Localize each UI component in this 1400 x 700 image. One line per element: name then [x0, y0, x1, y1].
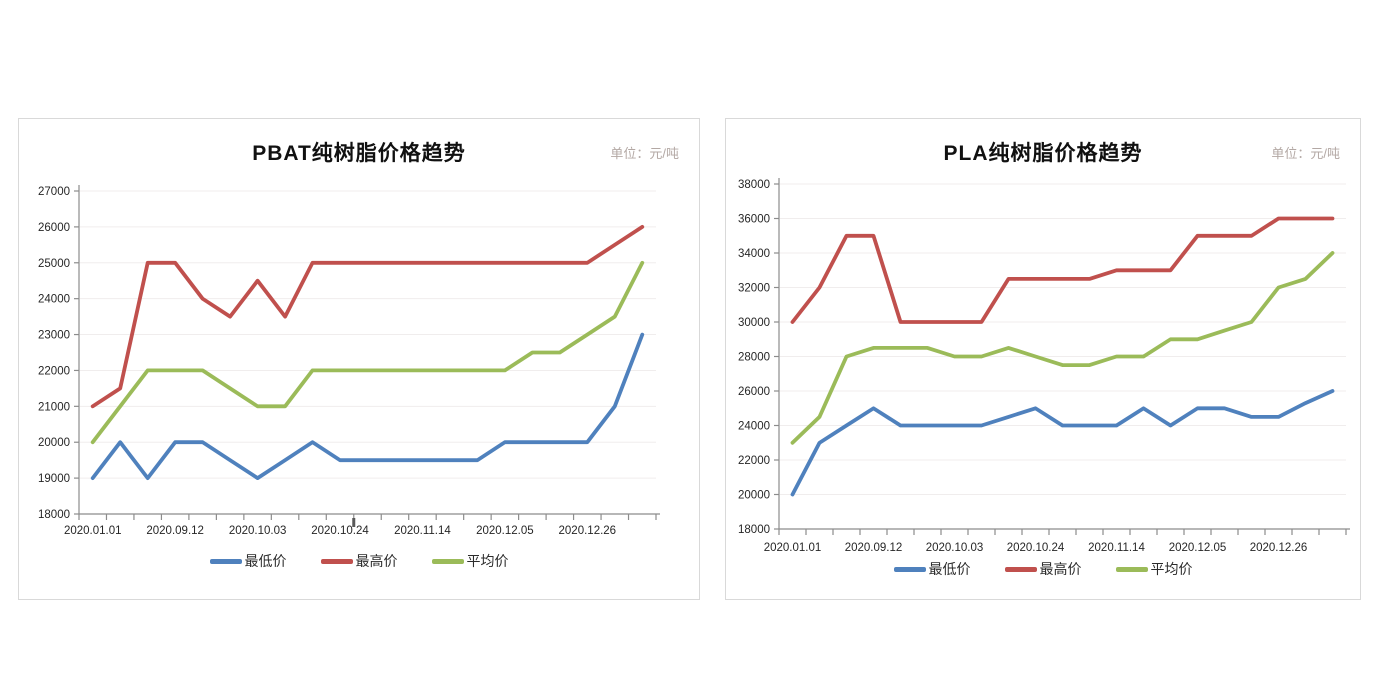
legend-line-swatch: [1115, 566, 1148, 572]
y-axis-label: 34000: [738, 248, 770, 260]
y-axis-label: 21000: [38, 401, 70, 413]
legend-label: 最高价: [355, 553, 398, 569]
legend-label: 平均价: [466, 553, 509, 569]
legend-line-swatch: [1004, 566, 1037, 572]
y-axis-label: 20000: [738, 490, 770, 502]
y-axis-label: 22000: [738, 455, 770, 467]
x-axis-label: 2020.12.26: [1250, 542, 1308, 554]
legend-item: 平均价: [431, 551, 509, 571]
x-axis-label: 2020.11.14: [1088, 542, 1145, 554]
pbat-unit-label: 单位：元/吨: [610, 146, 679, 161]
y-axis-label: 19000: [38, 473, 70, 485]
series-line-avg-price: [90, 260, 645, 445]
pla-unit-label: 单位：元/吨: [1271, 146, 1340, 161]
pla-legend: 最低价 最高价 平均价: [726, 559, 1360, 579]
y-axis-label: 18000: [738, 524, 770, 536]
y-axis-label: 30000: [738, 317, 770, 329]
y-axis-label: 26000: [738, 386, 770, 398]
y-axis-label: 25000: [38, 258, 70, 270]
x-axis-label: 2020.09.12: [146, 525, 204, 537]
legend-line-swatch: [320, 558, 353, 564]
legend-label: 最低价: [928, 561, 971, 577]
series-line-max-price: [90, 225, 645, 409]
x-axis-label: 2020.12.26: [559, 525, 617, 537]
legend-item: 最低价: [209, 551, 287, 571]
x-axis-label: 2020.10.24: [311, 525, 369, 537]
y-axis-label: 27000: [38, 186, 70, 198]
series-line-avg-price: [790, 251, 1335, 445]
pbat-legend: 最低价 最高价 平均价: [19, 551, 699, 571]
legend-label: 最低价: [244, 553, 287, 569]
pla-chart-card: PLA纯树脂价格趋势 单位：元/吨 18000 20000 22000 24000 26…: [725, 118, 1361, 600]
x-axis-label: 2020.12.05: [476, 525, 534, 537]
legend-label: 平均价: [1150, 561, 1193, 577]
series-line-min-price: [790, 389, 1335, 497]
y-axis-label: 38000: [738, 179, 770, 191]
y-axis-label: 24000: [38, 294, 70, 306]
series-line-min-price: [90, 332, 645, 481]
x-axis-label: 2020.09.12: [845, 542, 903, 554]
legend-item: 最低价: [893, 559, 971, 579]
legend-line-swatch: [893, 566, 926, 572]
y-axis-label: 36000: [738, 214, 770, 226]
y-axis-label: 28000: [738, 352, 770, 364]
x-axis-label: 2020.01.01: [64, 525, 122, 537]
x-axis-label: 2020.10.03: [926, 542, 984, 554]
pla-chart-title: PLA纯树脂价格趋势: [943, 142, 1143, 165]
pbat-line-chart: 18000 19000 20000 21000 22000 23000 24000 25000…: [38, 185, 660, 537]
legend-item: 平均价: [1115, 559, 1193, 579]
y-axis-label: 20000: [38, 437, 70, 449]
legend-line-swatch: [431, 558, 464, 564]
x-axis-label: 2020.10.24: [1007, 542, 1065, 554]
y-axis-label: 32000: [738, 283, 770, 295]
x-axis-label: 2020.10.03: [229, 525, 287, 537]
legend-line-swatch: [209, 558, 242, 564]
pbat-chart-title: PBAT纯树脂价格趋势: [252, 142, 466, 165]
pbat-chart-card: PBAT纯树脂价格趋势 单位：元/吨 18000 19000 20000 21000 2…: [18, 118, 700, 600]
legend-item: 最高价: [1004, 559, 1082, 579]
legend-item: 最高价: [320, 551, 398, 571]
series-line-max-price: [790, 216, 1335, 324]
y-axis-label: 26000: [38, 222, 70, 234]
legend-label: 最高价: [1039, 561, 1082, 577]
y-axis-label: 22000: [38, 365, 70, 377]
y-axis-label: 24000: [738, 421, 770, 433]
x-axis-label: 2020.11.14: [394, 525, 451, 537]
x-axis-highlight-tick: [352, 518, 356, 527]
y-axis-label: 23000: [38, 330, 70, 342]
x-axis-label: 2020.01.01: [764, 542, 822, 554]
y-axis-label: 18000: [38, 509, 70, 521]
pla-line-chart: 18000 20000 22000 24000 26000 28000 30000 32000…: [738, 178, 1350, 554]
x-axis-label: 2020.12.05: [1169, 542, 1227, 554]
